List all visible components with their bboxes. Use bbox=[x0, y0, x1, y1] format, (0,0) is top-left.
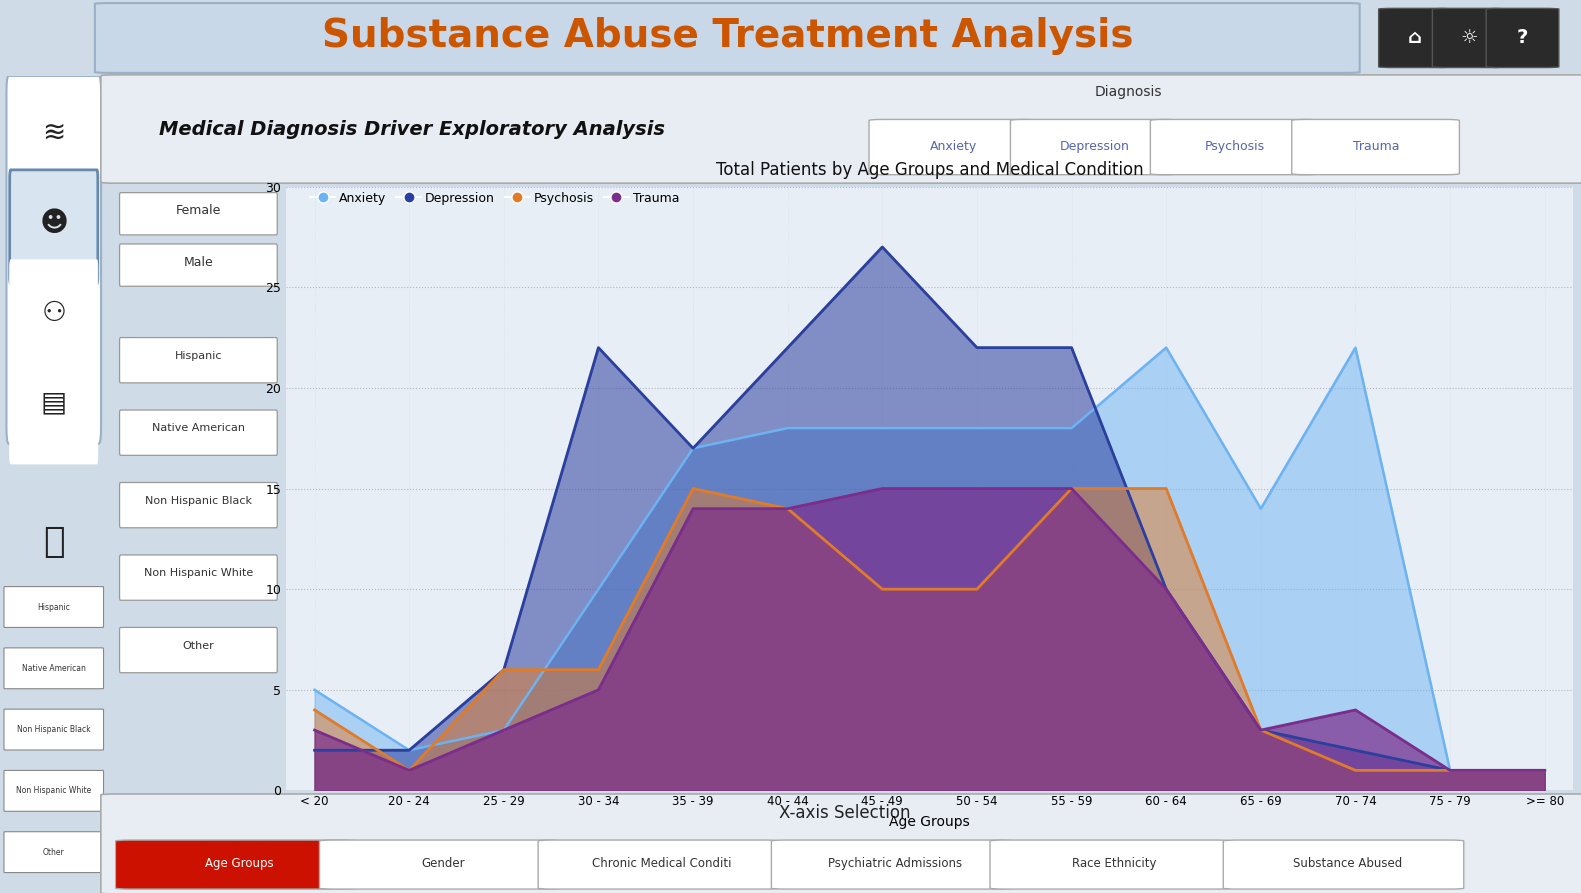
FancyBboxPatch shape bbox=[870, 120, 1037, 175]
FancyBboxPatch shape bbox=[101, 75, 1581, 183]
FancyBboxPatch shape bbox=[5, 771, 103, 811]
Text: Non Hispanic White: Non Hispanic White bbox=[144, 568, 253, 578]
Text: Hispanic: Hispanic bbox=[38, 603, 70, 612]
Text: Native American: Native American bbox=[152, 423, 245, 433]
Text: Non Hispanic White: Non Hispanic White bbox=[16, 787, 92, 796]
FancyBboxPatch shape bbox=[120, 338, 277, 383]
Text: ▤: ▤ bbox=[41, 388, 66, 417]
FancyBboxPatch shape bbox=[120, 628, 277, 672]
Text: ☼: ☼ bbox=[1459, 29, 1478, 47]
Text: ⌂: ⌂ bbox=[1409, 29, 1421, 47]
FancyBboxPatch shape bbox=[95, 3, 1360, 73]
FancyBboxPatch shape bbox=[120, 410, 277, 455]
Text: Psychosis: Psychosis bbox=[1205, 139, 1265, 153]
FancyBboxPatch shape bbox=[9, 350, 98, 464]
FancyBboxPatch shape bbox=[538, 840, 779, 889]
Text: Diagnosis: Diagnosis bbox=[1094, 85, 1162, 99]
Text: Trauma: Trauma bbox=[1353, 139, 1399, 153]
Text: ☻: ☻ bbox=[40, 209, 68, 237]
Text: Hispanic: Hispanic bbox=[174, 351, 223, 361]
FancyBboxPatch shape bbox=[6, 76, 101, 444]
Text: Psychiatric Admissions: Psychiatric Admissions bbox=[828, 857, 963, 870]
Text: Substance Abused: Substance Abused bbox=[1293, 857, 1402, 870]
Text: Depression: Depression bbox=[1059, 139, 1130, 153]
FancyBboxPatch shape bbox=[120, 193, 277, 235]
FancyBboxPatch shape bbox=[1292, 120, 1459, 175]
Text: Native American: Native American bbox=[22, 663, 85, 672]
FancyBboxPatch shape bbox=[5, 831, 103, 872]
FancyBboxPatch shape bbox=[120, 482, 277, 528]
FancyBboxPatch shape bbox=[115, 840, 356, 889]
FancyBboxPatch shape bbox=[5, 587, 103, 628]
FancyBboxPatch shape bbox=[1010, 120, 1178, 175]
Text: Male: Male bbox=[183, 255, 213, 269]
Text: ⏸: ⏸ bbox=[43, 525, 65, 559]
FancyBboxPatch shape bbox=[1432, 8, 1505, 68]
FancyBboxPatch shape bbox=[9, 260, 98, 374]
FancyBboxPatch shape bbox=[319, 840, 560, 889]
FancyBboxPatch shape bbox=[772, 840, 1012, 889]
FancyBboxPatch shape bbox=[1151, 120, 1319, 175]
Text: Non Hispanic Black: Non Hispanic Black bbox=[145, 496, 251, 505]
X-axis label: Age Groups: Age Groups bbox=[889, 815, 971, 830]
Text: Race Ethnicity: Race Ethnicity bbox=[1072, 857, 1156, 870]
FancyBboxPatch shape bbox=[990, 840, 1230, 889]
Legend: Anxiety, Depression, Psychosis, Trauma: Anxiety, Depression, Psychosis, Trauma bbox=[305, 187, 685, 210]
FancyBboxPatch shape bbox=[1379, 8, 1451, 68]
FancyBboxPatch shape bbox=[1224, 840, 1464, 889]
Text: Gender: Gender bbox=[422, 857, 465, 870]
FancyBboxPatch shape bbox=[120, 555, 277, 600]
FancyBboxPatch shape bbox=[120, 244, 277, 287]
Text: ≋: ≋ bbox=[43, 119, 65, 147]
FancyBboxPatch shape bbox=[9, 170, 98, 284]
Text: Chronic Medical Conditi: Chronic Medical Conditi bbox=[593, 857, 732, 870]
Title: Total Patients by Age Groups and Medical Condition: Total Patients by Age Groups and Medical… bbox=[716, 162, 1143, 179]
FancyBboxPatch shape bbox=[9, 80, 98, 195]
Text: Medical Diagnosis Driver Exploratory Analysis: Medical Diagnosis Driver Exploratory Ana… bbox=[160, 120, 666, 138]
Text: Non Hispanic Black: Non Hispanic Black bbox=[17, 725, 90, 734]
Text: ⚇: ⚇ bbox=[41, 299, 66, 327]
FancyBboxPatch shape bbox=[1486, 8, 1559, 68]
Text: Other: Other bbox=[182, 640, 215, 650]
Text: ?: ? bbox=[1516, 29, 1529, 47]
FancyBboxPatch shape bbox=[5, 709, 103, 750]
Text: Anxiety: Anxiety bbox=[930, 139, 977, 153]
FancyBboxPatch shape bbox=[5, 648, 103, 689]
Text: Female: Female bbox=[175, 204, 221, 217]
Text: Other: Other bbox=[43, 847, 65, 856]
Text: X-axis Selection: X-axis Selection bbox=[778, 804, 911, 822]
FancyBboxPatch shape bbox=[101, 794, 1581, 893]
Text: Substance Abuse Treatment Analysis: Substance Abuse Treatment Analysis bbox=[321, 18, 1134, 55]
Text: Age Groups: Age Groups bbox=[206, 857, 274, 870]
